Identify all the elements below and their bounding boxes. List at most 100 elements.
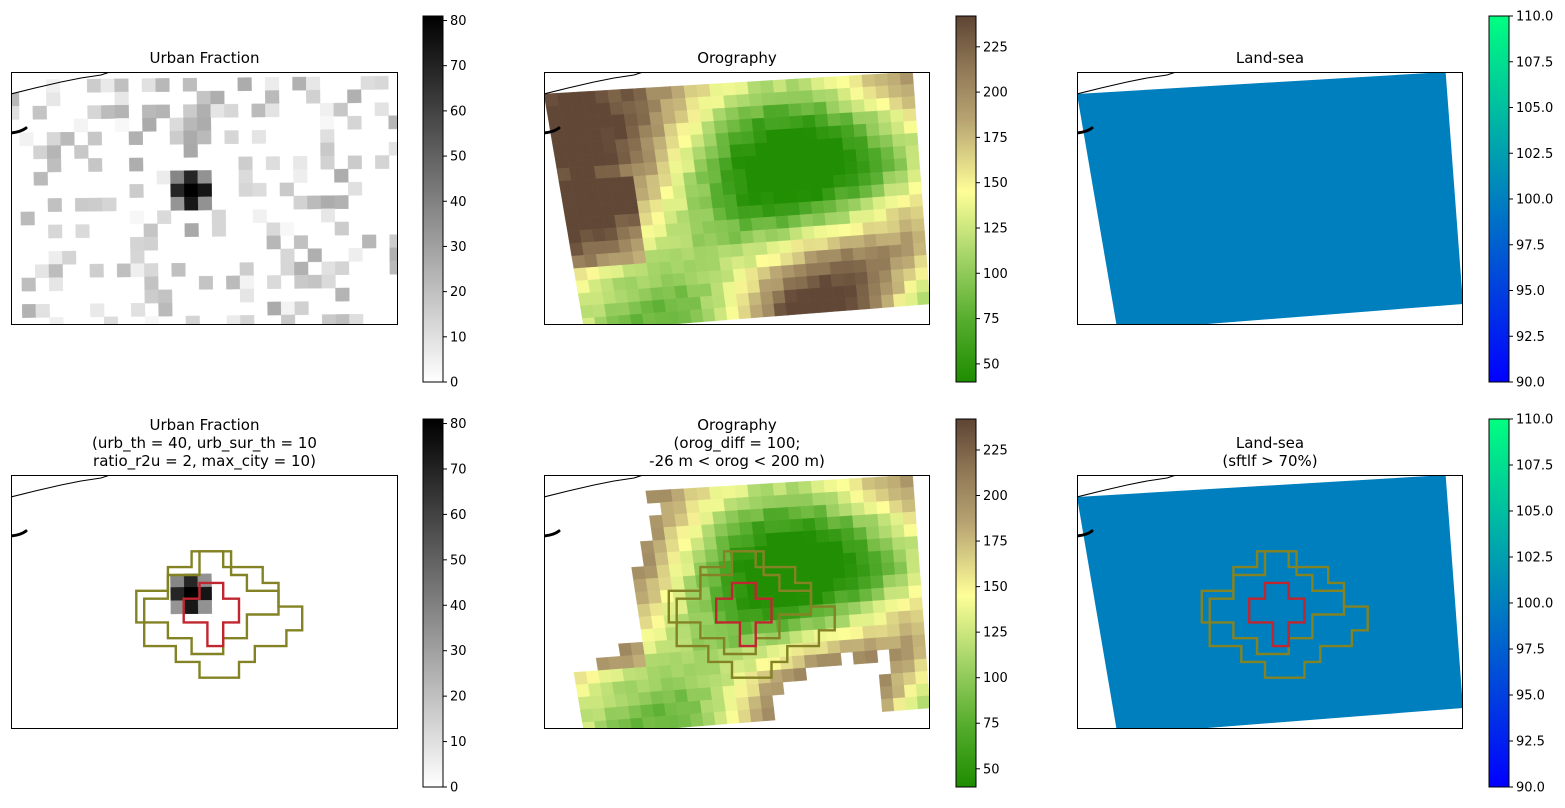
grid-cell xyxy=(649,199,664,214)
grid-cell xyxy=(729,243,744,258)
grid-cell xyxy=(623,113,639,127)
grid-cell xyxy=(901,499,916,513)
grid-cell xyxy=(46,132,61,146)
grid-cell xyxy=(847,198,862,212)
grid-cell xyxy=(663,210,678,225)
grid-cell xyxy=(252,182,267,197)
grid-cell xyxy=(656,652,672,667)
grid-cell xyxy=(821,591,836,605)
grid-cell xyxy=(749,304,764,319)
grid-cell xyxy=(581,166,597,180)
grid-cell xyxy=(916,291,930,306)
grid-cell xyxy=(830,553,845,567)
grid-cell xyxy=(643,162,659,176)
grid-cell xyxy=(238,169,253,184)
grid-cell xyxy=(763,216,778,231)
panel-5: Orography(orog_diff = 100;-26 m < orog <… xyxy=(544,416,1008,788)
grid-cell xyxy=(591,228,607,243)
grid-cell xyxy=(211,209,226,224)
grid-cell xyxy=(912,230,926,245)
surrounding-outline-inner xyxy=(142,550,280,656)
grid-cell xyxy=(734,584,749,599)
grid-cell xyxy=(583,103,600,117)
grid-cell xyxy=(858,588,873,603)
grid-cell xyxy=(579,153,595,168)
grid-cell xyxy=(773,494,789,509)
grid-cell xyxy=(780,153,796,167)
grid-cell xyxy=(916,695,930,710)
grid-cell xyxy=(86,78,102,93)
grid-cell xyxy=(737,709,752,724)
grid-cell xyxy=(697,96,713,110)
grid-cell xyxy=(723,497,738,512)
grid-cell xyxy=(750,508,765,523)
grid-cell xyxy=(694,662,710,677)
grid-cell xyxy=(663,298,679,313)
grid-cell xyxy=(46,92,61,107)
grid-cell xyxy=(696,183,712,198)
grid-cell xyxy=(883,183,898,197)
grid-cell xyxy=(100,78,115,93)
grid-cell xyxy=(320,208,336,223)
grid-cell xyxy=(826,236,841,251)
grid-cell xyxy=(682,259,698,274)
grid-cell xyxy=(321,261,336,276)
grid-cell xyxy=(724,107,740,121)
grid-cell xyxy=(702,536,718,551)
grid-cell xyxy=(666,551,682,566)
grid-cell xyxy=(698,599,714,614)
grid-cell xyxy=(913,242,927,257)
grid-cell xyxy=(47,198,62,212)
grid-cell xyxy=(797,77,813,92)
grid-cell xyxy=(850,222,864,237)
grid-cell xyxy=(884,195,899,210)
grid-cell xyxy=(746,683,761,698)
grid-cell xyxy=(910,206,924,220)
grid-cell xyxy=(721,82,737,96)
grid-cell xyxy=(294,301,309,316)
grid-cell xyxy=(783,177,798,192)
grid-cell xyxy=(913,646,927,661)
grid-cell xyxy=(652,136,668,151)
grid-cell xyxy=(875,636,890,651)
grid-cell xyxy=(724,206,740,221)
grid-cell xyxy=(908,181,923,196)
grid-cell xyxy=(840,248,855,262)
grid-cell xyxy=(626,692,641,707)
grid-cell xyxy=(47,158,62,173)
grid-cell xyxy=(238,182,253,197)
grid-cell xyxy=(184,223,199,237)
grid-cell xyxy=(905,145,920,159)
grid-cell xyxy=(634,100,650,114)
grid-cell xyxy=(853,259,868,274)
grid-cell xyxy=(729,144,744,158)
grid-cell xyxy=(710,195,726,209)
grid-cell xyxy=(779,544,794,558)
colorbar-tick-label: 80 xyxy=(450,14,467,29)
grid-cell xyxy=(790,530,805,545)
grid-cell xyxy=(863,233,878,248)
grid-cell xyxy=(597,190,613,204)
grid-cell xyxy=(611,277,627,292)
grid-cell xyxy=(713,523,729,538)
grid-cell xyxy=(775,103,790,118)
grid-cell xyxy=(840,124,855,139)
grid-cell xyxy=(170,196,185,211)
grid-cell xyxy=(347,155,362,170)
grid-cell xyxy=(170,170,185,185)
grid-cell xyxy=(802,238,817,253)
grid-cell xyxy=(888,648,903,662)
grid-cell xyxy=(814,641,829,655)
grid-cell xyxy=(20,211,35,226)
grid-cell xyxy=(886,475,902,490)
grid-cell xyxy=(801,114,817,129)
grid-cell xyxy=(769,569,785,584)
grid-cell xyxy=(851,234,866,249)
grid-cell xyxy=(869,563,884,577)
grid-cell xyxy=(831,162,846,176)
grid-cell xyxy=(882,574,897,589)
grid-cell xyxy=(829,137,844,152)
grid-cell xyxy=(790,127,805,142)
urban-outline xyxy=(715,581,773,648)
grid-cell xyxy=(901,255,916,270)
